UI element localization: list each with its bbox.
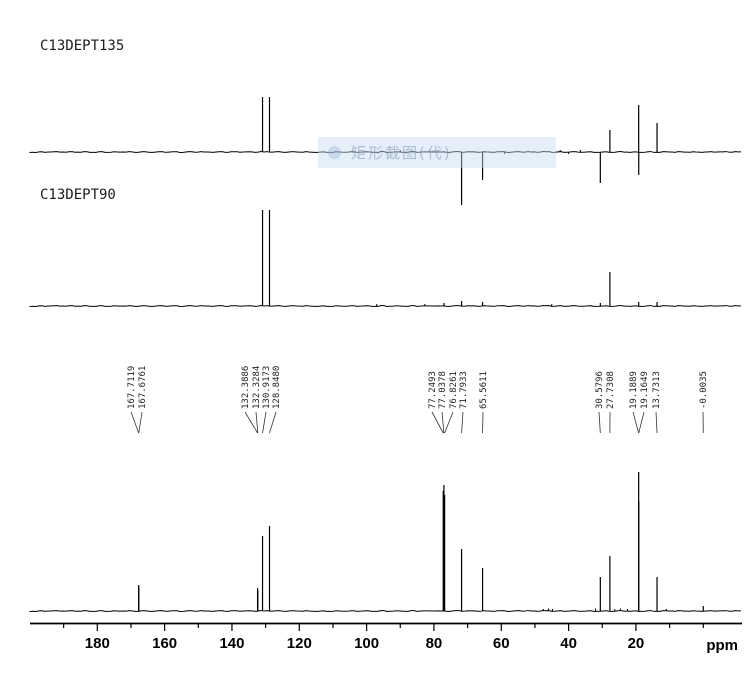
dept135-spectrum <box>29 97 742 205</box>
axis-tick-label: 120 <box>287 635 312 652</box>
peak-value-label: 65.5611 <box>479 371 489 409</box>
peak-label-connector <box>441 411 445 434</box>
ppm-axis: 180 160 140 120 100 80 60 40 20 ppm <box>30 622 742 654</box>
peak-label-connector <box>638 411 645 434</box>
peak-value-label: 132.3886 <box>241 366 251 409</box>
peak-value-label: 27.7308 <box>606 371 616 409</box>
peak-value-label: 19.1649 <box>640 371 650 409</box>
peak-label-connector <box>262 411 267 434</box>
axis-tick-label: 180 <box>85 635 110 652</box>
peak-label-connector <box>444 411 454 434</box>
dept90-title: C13DEPT90 <box>40 187 116 203</box>
peak-value-label: 71.7933 <box>459 371 469 409</box>
peak-value-label: 19.1889 <box>629 371 639 409</box>
dept135-title: C13DEPT135 <box>40 38 124 54</box>
peak-label-connector <box>598 411 601 434</box>
peak-value-label: 132.3284 <box>252 366 262 409</box>
peak-value-label: -0.0035 <box>699 371 709 409</box>
peak-label-connector <box>138 411 143 434</box>
axis-tick-label: 20 <box>628 635 645 652</box>
baseline <box>29 305 742 307</box>
axis-unit-label: ppm <box>706 637 738 654</box>
peak-value-label: 128.8480 <box>272 366 282 409</box>
watermark-icon <box>328 146 341 159</box>
axis-tick-label: 40 <box>560 635 577 652</box>
watermark-text: 矩形截图(代) <box>351 144 452 162</box>
peak-value-label: 13.7313 <box>652 371 662 409</box>
c13-spectrum <box>29 472 742 612</box>
peak-label-connector <box>632 411 640 434</box>
axis-tick-label: 100 <box>354 635 379 652</box>
axis-tick-label: 60 <box>493 635 510 652</box>
baseline <box>29 151 742 153</box>
axis-tick-label: 140 <box>219 635 244 652</box>
peak-label-connector <box>269 411 277 434</box>
peak-label-connector <box>461 411 464 434</box>
peak-label-connector <box>130 411 140 434</box>
peak-value-label: 76.8261 <box>449 371 459 409</box>
axis-tick-label: 80 <box>426 635 443 652</box>
peak-value-label: 77.2493 <box>428 371 438 409</box>
peak-labels: 167.7119 167.6761 132.3886 132.3284 130.9173… <box>127 366 709 434</box>
peak-value-label: 130.9173 <box>262 366 272 409</box>
baseline <box>29 610 742 612</box>
axis-tick-label: 160 <box>152 635 177 652</box>
peak-value-label: 77.0378 <box>438 371 448 409</box>
dept90-spectrum <box>29 210 742 307</box>
peak-label-connector <box>244 411 258 434</box>
peak-value-label: 167.7119 <box>127 366 137 409</box>
watermark-overlay: 矩形截图(代) <box>318 137 556 168</box>
peak-label-connector <box>431 411 444 434</box>
peak-label-connector <box>255 411 259 434</box>
peak-value-label: 30.5796 <box>595 371 605 409</box>
peak-label-connector <box>655 411 658 434</box>
peak-value-label: 167.6761 <box>138 366 148 409</box>
